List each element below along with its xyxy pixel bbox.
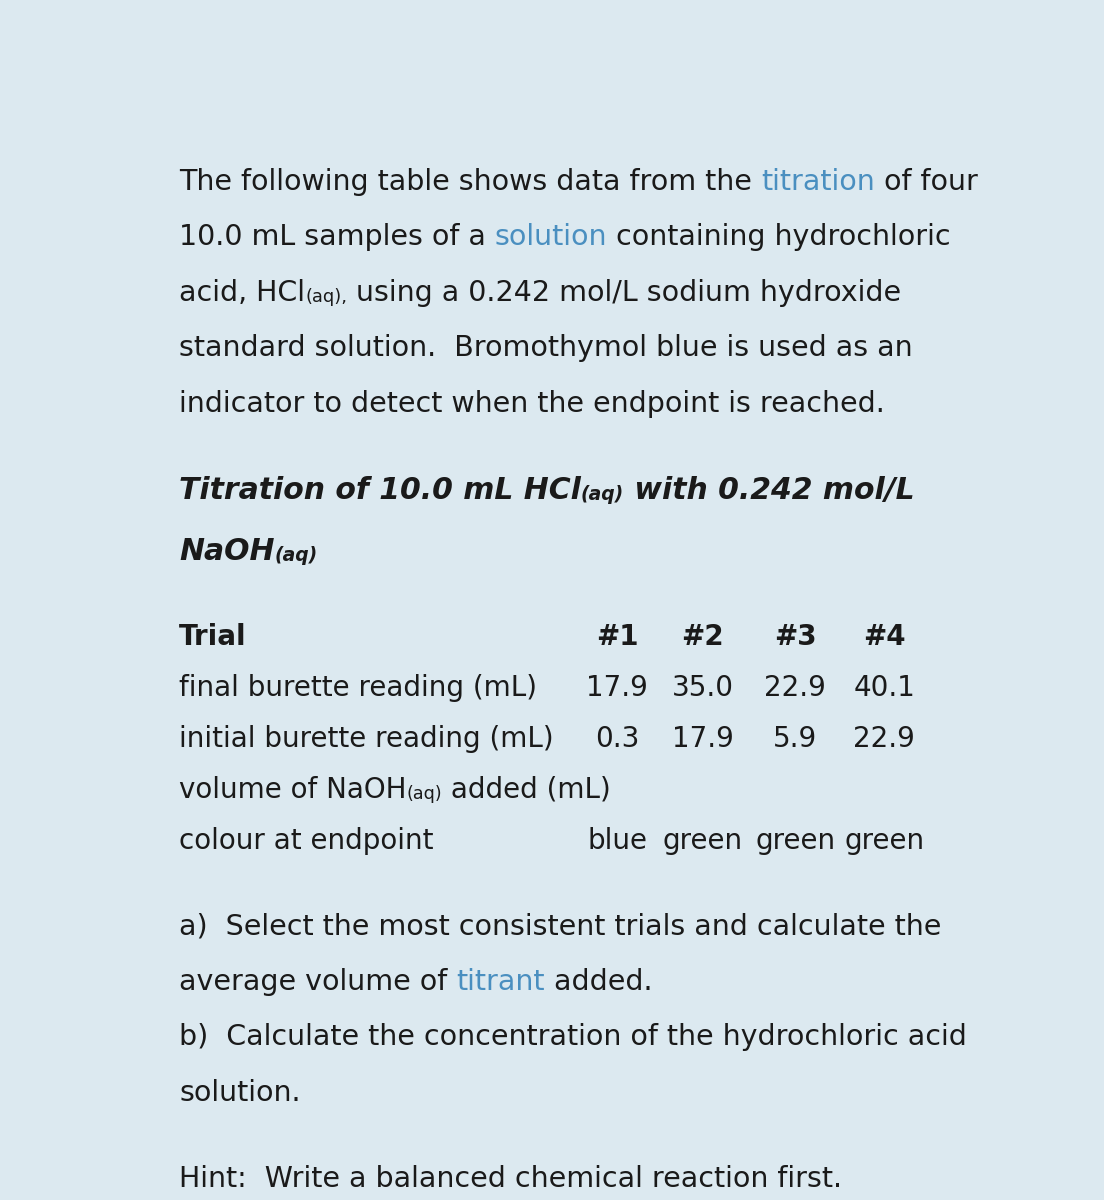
- Text: b)  Calculate the concentration of the hydrochloric acid: b) Calculate the concentration of the hy…: [179, 1024, 967, 1051]
- Text: green: green: [755, 827, 835, 854]
- Text: titrant: titrant: [456, 968, 544, 996]
- Text: indicator to detect when the endpoint is reached.: indicator to detect when the endpoint is…: [179, 390, 885, 418]
- Text: 0.3: 0.3: [595, 725, 639, 752]
- Text: containing hydrochloric: containing hydrochloric: [607, 223, 951, 252]
- Text: 35.0: 35.0: [671, 673, 734, 702]
- Text: (aq): (aq): [406, 785, 443, 803]
- Text: #1: #1: [596, 623, 638, 650]
- Text: green: green: [662, 827, 743, 854]
- Text: 10.0 mL samples of a: 10.0 mL samples of a: [179, 223, 495, 252]
- Text: Titration of 10.0 mL HCl: Titration of 10.0 mL HCl: [179, 475, 581, 505]
- Text: Trial: Trial: [179, 623, 246, 650]
- Text: (aq): (aq): [581, 485, 624, 504]
- Text: added (mL): added (mL): [443, 775, 611, 804]
- Text: solution.: solution.: [179, 1079, 300, 1106]
- Text: volume of NaOH: volume of NaOH: [179, 775, 406, 804]
- Text: #2: #2: [681, 623, 724, 650]
- Text: of four: of four: [874, 168, 977, 196]
- Text: acid, HCl: acid, HCl: [179, 278, 305, 307]
- Text: final burette reading (mL): final burette reading (mL): [179, 673, 537, 702]
- Text: 22.9: 22.9: [764, 673, 826, 702]
- Text: titration: titration: [761, 168, 874, 196]
- Text: blue: blue: [587, 827, 647, 854]
- Text: standard solution.  Bromothymol blue is used as an: standard solution. Bromothymol blue is u…: [179, 335, 913, 362]
- Text: The following table shows data from the: The following table shows data from the: [179, 168, 761, 196]
- Text: average volume of: average volume of: [179, 968, 456, 996]
- Text: NaOH: NaOH: [179, 536, 275, 565]
- Text: (aq): (aq): [275, 546, 318, 565]
- Text: #3: #3: [774, 623, 817, 650]
- Text: Hint:  Write a balanced chemical reaction first.: Hint: Write a balanced chemical reaction…: [179, 1165, 842, 1193]
- Text: using a 0.242 mol/L sodium hydroxide: using a 0.242 mol/L sodium hydroxide: [347, 278, 901, 307]
- Text: colour at endpoint: colour at endpoint: [179, 827, 434, 854]
- Text: 17.9: 17.9: [671, 725, 734, 752]
- Text: solution: solution: [495, 223, 607, 252]
- Text: added.: added.: [544, 968, 652, 996]
- Text: 22.9: 22.9: [853, 725, 915, 752]
- Text: initial burette reading (mL): initial burette reading (mL): [179, 725, 554, 752]
- Text: a)  Select the most consistent trials and calculate the: a) Select the most consistent trials and…: [179, 912, 942, 941]
- Text: 17.9: 17.9: [586, 673, 648, 702]
- Text: 5.9: 5.9: [773, 725, 817, 752]
- Text: green: green: [845, 827, 924, 854]
- Text: #4: #4: [862, 623, 905, 650]
- Text: with 0.242 mol/L: with 0.242 mol/L: [624, 475, 915, 505]
- Text: (aq),: (aq),: [305, 288, 347, 306]
- Text: 40.1: 40.1: [853, 673, 915, 702]
